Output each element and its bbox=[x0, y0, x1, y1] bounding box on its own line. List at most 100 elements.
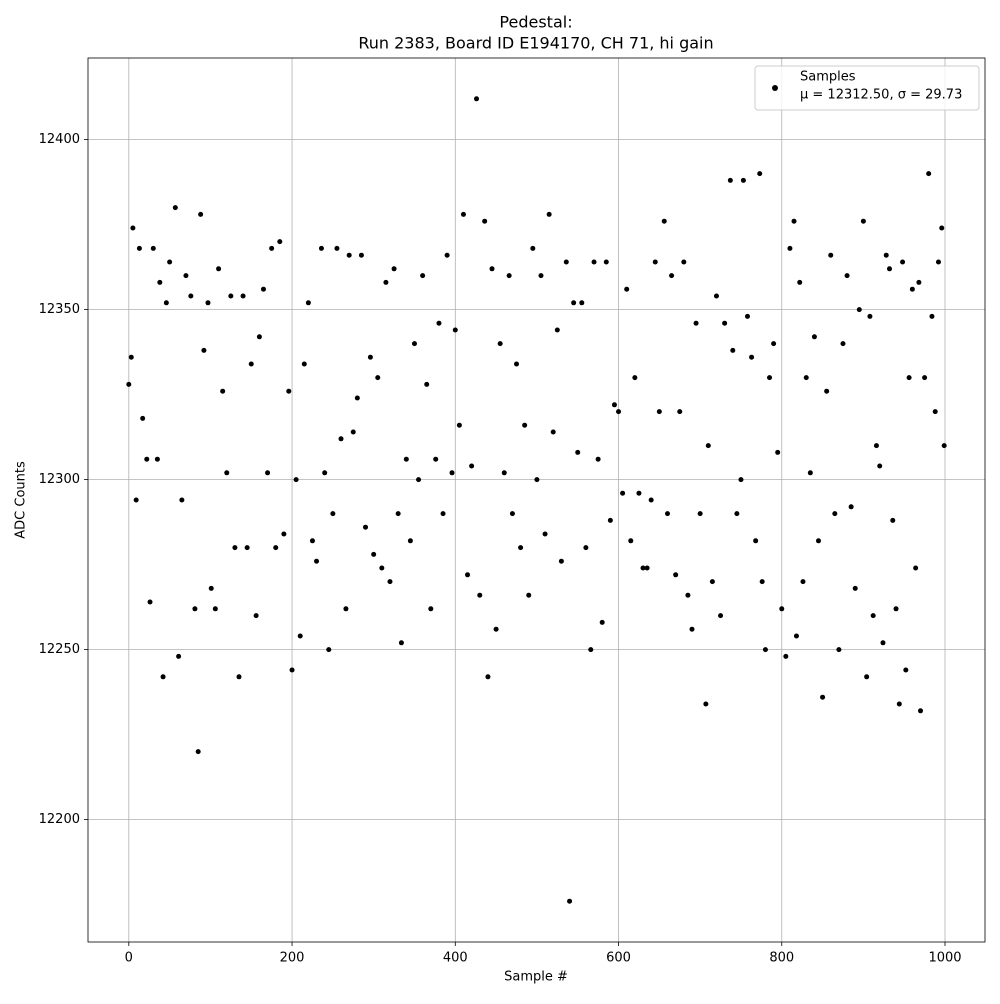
point bbox=[909, 286, 915, 292]
point bbox=[314, 558, 320, 564]
point bbox=[172, 205, 178, 211]
point bbox=[807, 470, 813, 476]
point bbox=[563, 259, 569, 265]
point bbox=[534, 477, 540, 483]
point bbox=[183, 273, 189, 279]
point bbox=[346, 252, 352, 258]
point bbox=[797, 279, 803, 285]
point bbox=[793, 633, 799, 639]
point bbox=[220, 388, 226, 394]
point bbox=[906, 375, 912, 381]
point bbox=[542, 531, 548, 537]
point bbox=[334, 245, 340, 251]
point bbox=[452, 327, 458, 333]
point bbox=[440, 511, 446, 517]
point bbox=[811, 334, 817, 340]
point bbox=[730, 347, 736, 353]
point bbox=[893, 606, 899, 612]
point bbox=[224, 470, 230, 476]
point bbox=[391, 266, 397, 272]
point bbox=[157, 279, 163, 285]
plot-area: 0 200 400 600 800 1000 12200 12250 12300 12350 124… bbox=[39, 58, 985, 966]
x-tick-label: 200 bbox=[280, 951, 305, 966]
point bbox=[163, 300, 169, 306]
point bbox=[820, 694, 826, 700]
point bbox=[509, 511, 515, 517]
point bbox=[154, 456, 160, 462]
point bbox=[420, 273, 426, 279]
point bbox=[616, 409, 622, 415]
point bbox=[753, 538, 759, 544]
point bbox=[265, 470, 271, 476]
point bbox=[896, 701, 902, 707]
y-tick-label: 12300 bbox=[39, 472, 80, 487]
point bbox=[800, 579, 806, 585]
x-tick-label: 600 bbox=[606, 951, 631, 966]
point bbox=[620, 490, 626, 496]
point bbox=[880, 640, 886, 646]
point bbox=[289, 667, 295, 673]
point bbox=[628, 538, 634, 544]
point bbox=[762, 647, 768, 653]
point bbox=[176, 653, 182, 659]
point bbox=[477, 592, 483, 598]
point bbox=[260, 286, 266, 292]
point bbox=[705, 443, 711, 449]
point bbox=[632, 375, 638, 381]
point bbox=[236, 674, 242, 680]
y-tick-label: 12350 bbox=[39, 302, 80, 317]
point bbox=[136, 245, 142, 251]
point bbox=[273, 545, 279, 551]
point bbox=[848, 504, 854, 510]
legend-box bbox=[754, 65, 980, 111]
axes-frame bbox=[87, 57, 986, 943]
point bbox=[740, 177, 746, 183]
point bbox=[253, 613, 259, 619]
point bbox=[326, 647, 332, 653]
point bbox=[860, 218, 866, 224]
point bbox=[501, 470, 507, 476]
point bbox=[281, 531, 287, 537]
point bbox=[293, 477, 299, 483]
point bbox=[474, 96, 480, 102]
point bbox=[558, 558, 564, 564]
point bbox=[824, 388, 830, 394]
point bbox=[522, 422, 528, 428]
chart-title: Pedestal: bbox=[499, 13, 572, 32]
y-tick-label: 12400 bbox=[39, 132, 80, 147]
point bbox=[411, 341, 417, 347]
x-axis-label: Sample # bbox=[504, 970, 568, 985]
point bbox=[887, 266, 893, 272]
point bbox=[840, 341, 846, 347]
point bbox=[867, 313, 873, 319]
point bbox=[424, 381, 430, 387]
point bbox=[877, 463, 883, 469]
point bbox=[852, 585, 858, 591]
point bbox=[407, 538, 413, 544]
point bbox=[338, 436, 344, 442]
point bbox=[133, 497, 139, 503]
point bbox=[734, 511, 740, 517]
point bbox=[318, 245, 324, 251]
point bbox=[228, 293, 234, 299]
point bbox=[749, 354, 755, 360]
point bbox=[636, 490, 642, 496]
point bbox=[398, 640, 404, 646]
point bbox=[518, 545, 524, 551]
point bbox=[144, 456, 150, 462]
point bbox=[890, 517, 896, 523]
point bbox=[387, 579, 393, 585]
point bbox=[767, 375, 773, 381]
point bbox=[232, 545, 238, 551]
point bbox=[828, 252, 834, 258]
point bbox=[783, 653, 789, 659]
point bbox=[428, 606, 434, 612]
y-axis-label: ADC Counts bbox=[14, 461, 29, 539]
point bbox=[269, 245, 275, 251]
point bbox=[526, 592, 532, 598]
point bbox=[350, 429, 356, 435]
point bbox=[864, 674, 870, 680]
point bbox=[330, 511, 336, 517]
y-tick-label: 12250 bbox=[39, 642, 80, 657]
point bbox=[433, 456, 439, 462]
